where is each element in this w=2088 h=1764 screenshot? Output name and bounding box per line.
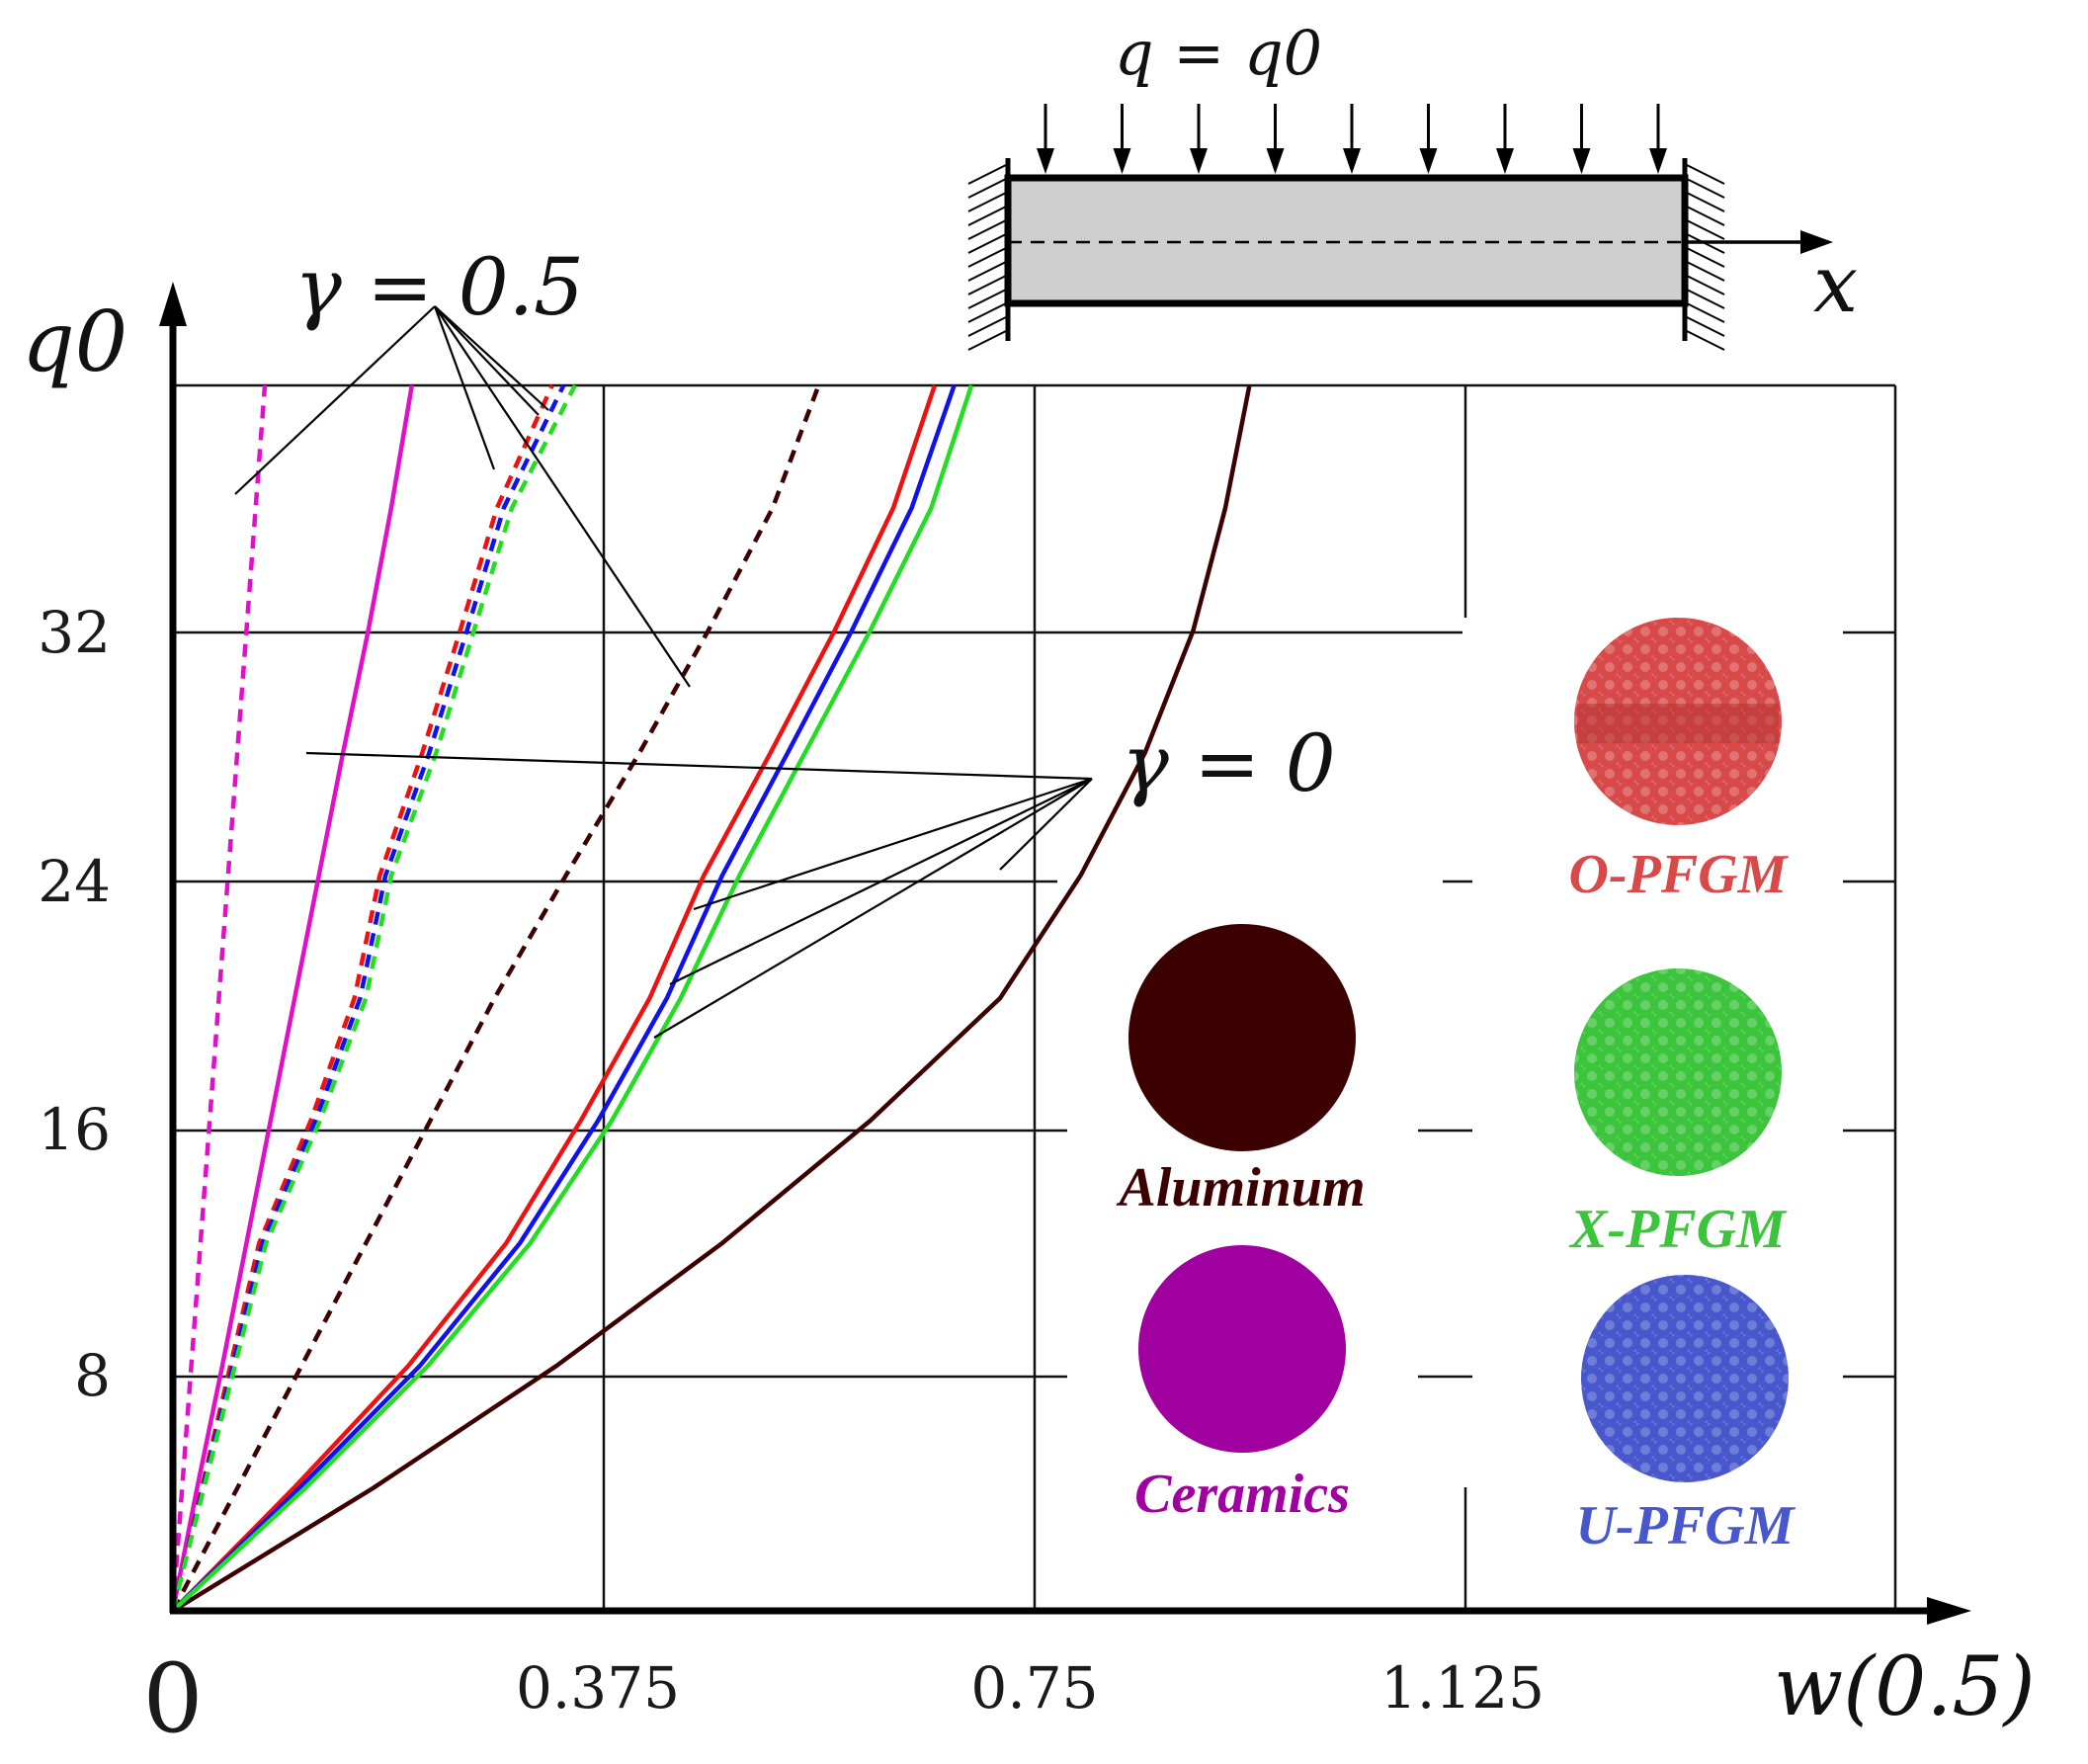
o-pfgm-label: O-PFGM — [1569, 844, 1790, 905]
gamma-0.5-label: γ = 0.5 — [294, 241, 584, 333]
load-arrows — [1037, 104, 1667, 174]
support-hatch — [967, 329, 1009, 351]
o-pfgm-dense-band — [1577, 704, 1779, 743]
load-label: q = q0 — [1115, 17, 1322, 89]
series-line-9 — [170, 383, 577, 1612]
load-arrow-head — [1649, 148, 1667, 174]
load-arrow-head — [1343, 148, 1361, 174]
series-line-6 — [171, 384, 974, 1613]
support-hatch — [967, 315, 1009, 337]
support-hatch — [1684, 315, 1725, 337]
support-hatch — [1684, 274, 1725, 295]
support-hatch — [967, 163, 1009, 185]
support-hatch — [1684, 177, 1725, 199]
y-axis-arrow — [159, 282, 187, 326]
material-legend: Aluminum Ceramics O-PFGM X-PFGM U-PFGM — [1072, 618, 1843, 1556]
load-arrow-head — [1113, 148, 1131, 174]
support-hatch — [967, 205, 1009, 226]
support-hatch — [967, 274, 1009, 295]
support-hatch — [967, 288, 1009, 309]
y-tick-label: 8 — [74, 1342, 111, 1409]
leader-line — [999, 778, 1093, 871]
series-line-3 — [171, 384, 821, 1613]
support-hatch — [1684, 218, 1725, 240]
u-pfgm-label: U-PFGM — [1576, 1495, 1796, 1556]
support-hatch — [1684, 163, 1725, 185]
series-line-7 — [170, 384, 554, 1612]
load-arrow-head — [1037, 148, 1054, 174]
support-hatch — [967, 218, 1009, 240]
series-line-4 — [171, 384, 938, 1613]
y-tick-label: 16 — [38, 1096, 111, 1163]
support-hatch — [967, 301, 1009, 323]
x-direction-label: x — [1813, 238, 1858, 330]
load-arrow-head — [1419, 148, 1438, 174]
gamma-annotations — [234, 305, 1093, 1039]
beam-body — [1004, 174, 1689, 307]
gamma-0-label: γ = 0 — [1122, 717, 1336, 809]
series-line-1 — [170, 384, 268, 1612]
load-arrow-head — [1190, 148, 1208, 174]
support-hatch — [1684, 260, 1725, 282]
leader-line — [434, 305, 691, 688]
leader-line — [433, 305, 496, 470]
series-line-2 — [171, 384, 1252, 1613]
support-hatch — [1684, 301, 1725, 323]
leader-line — [434, 305, 540, 416]
beam-schematic: x q = q0 — [967, 17, 1858, 351]
support-hatch — [1684, 246, 1725, 268]
support-hatch — [967, 191, 1009, 212]
load-arrow-head — [1266, 148, 1285, 174]
x-axis-title: w(0.5) — [1774, 1640, 2036, 1734]
x-tick-labels: 0 0.375 0.75 1.125 — [142, 1643, 1545, 1754]
x-axis-arrow — [1927, 1597, 1971, 1625]
leader-line — [234, 305, 436, 495]
x-tick-label: 0.75 — [970, 1654, 1098, 1722]
x-tick-label: 0.375 — [516, 1654, 680, 1722]
series-line-0 — [170, 384, 415, 1612]
x-pfgm-foam-texture — [1574, 968, 1782, 1176]
x-tick-label: 1.125 — [1380, 1654, 1545, 1722]
u-pfgm-foam-texture — [1581, 1275, 1789, 1482]
leader-line — [653, 778, 1093, 1039]
load-arrow-head — [1496, 148, 1514, 174]
x-pfgm-label: X-PFGM — [1568, 1199, 1788, 1260]
y-tick-label: 24 — [38, 848, 111, 915]
grid — [173, 383, 1897, 1611]
support-hatch — [967, 246, 1009, 268]
support-hatch — [967, 177, 1009, 199]
support-hatch — [1684, 191, 1725, 212]
support-hatch — [967, 232, 1009, 254]
axes — [159, 282, 1971, 1625]
support-hatch — [1684, 288, 1725, 309]
y-tick-labels: 32 24 16 8 — [38, 599, 111, 1409]
series-line-5 — [171, 384, 957, 1613]
support-hatch — [967, 260, 1009, 282]
ceramics-label: Ceramics — [1134, 1464, 1350, 1525]
clamped-supports — [967, 158, 1725, 351]
aluminum-swatch — [1128, 924, 1356, 1151]
load-arrow-head — [1572, 148, 1591, 174]
x-tick-label-origin: 0 — [142, 1643, 203, 1754]
x-direction-arrowhead — [1800, 230, 1833, 254]
series-layer — [170, 383, 1252, 1613]
leader-line — [693, 777, 1093, 911]
aluminum-label: Aluminum — [1116, 1157, 1365, 1218]
support-hatch — [1684, 329, 1725, 351]
support-hatch — [1684, 205, 1725, 226]
support-hatch — [1684, 232, 1725, 254]
ceramics-swatch — [1138, 1245, 1346, 1453]
leader-line — [434, 305, 549, 411]
series-line-8 — [170, 384, 566, 1612]
leader-line — [305, 751, 1093, 781]
y-tick-label: 32 — [38, 599, 111, 666]
y-axis-title: q0 — [22, 294, 127, 390]
leader-line — [669, 778, 1093, 985]
